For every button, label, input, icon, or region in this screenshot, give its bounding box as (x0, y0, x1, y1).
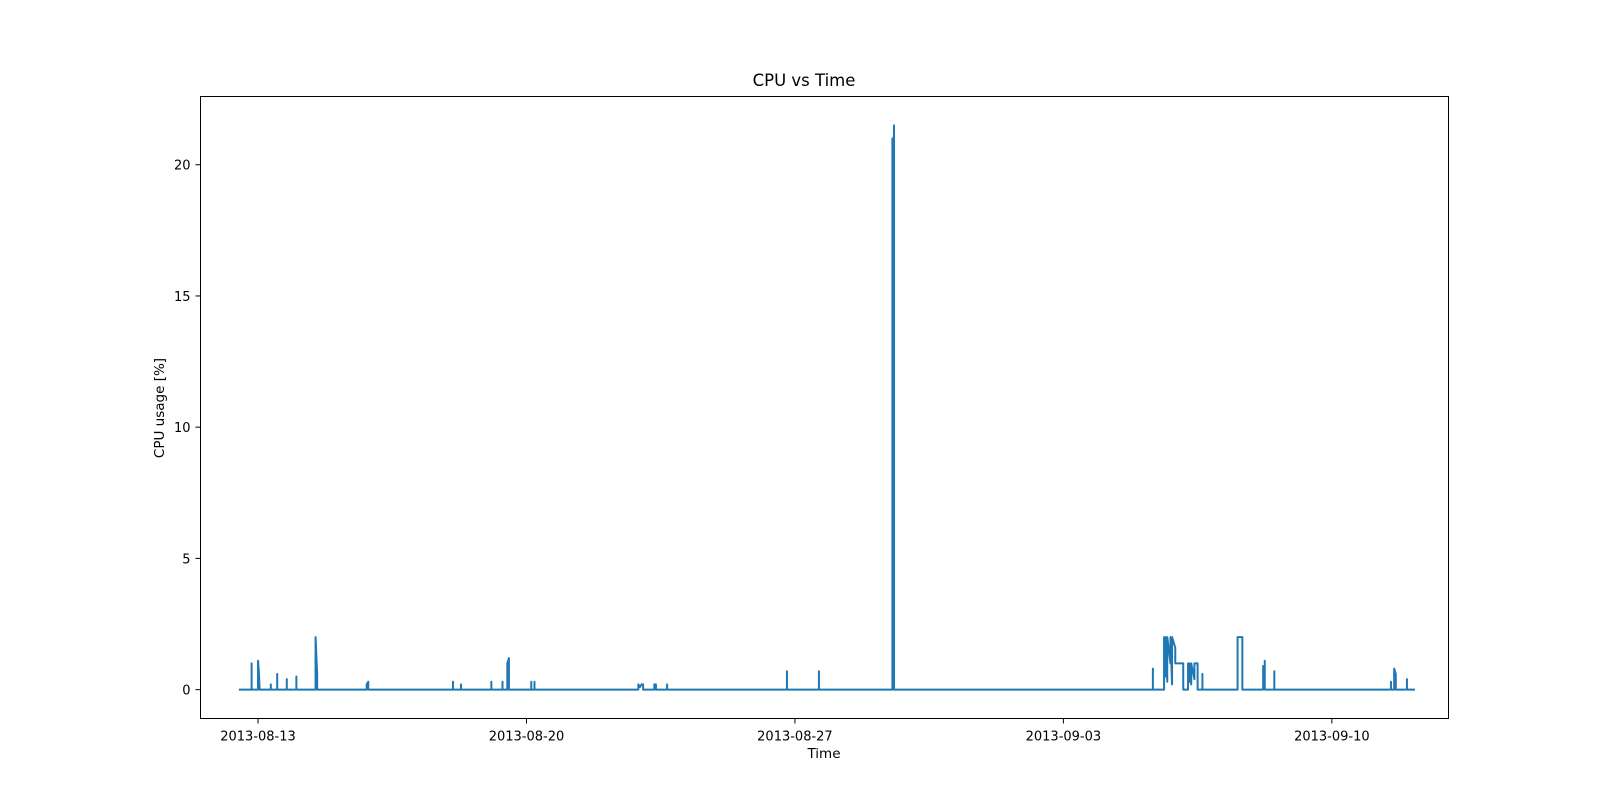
chart-title: CPU vs Time (753, 71, 856, 90)
y-axis-title: CPU usage [%] (152, 358, 168, 458)
y-tick-label: 15 (174, 290, 191, 305)
x-tick-label: 2013-08-13 (220, 730, 296, 745)
y-tick-label: 10 (174, 421, 191, 436)
y-axis: 0 5 10 15 20 (174, 159, 201, 699)
plot-frame (200, 96, 1449, 719)
x-tick-label: 2013-09-03 (1026, 730, 1102, 745)
y-tick-label: 5 (182, 552, 190, 567)
x-axis-title: Time (806, 746, 840, 762)
x-tick-label: 2013-09-10 (1294, 730, 1370, 745)
x-tick-label: 2013-08-20 (489, 730, 565, 745)
x-axis: 2013-08-13 2013-08-20 2013-08-27 2013-09-03… (220, 718, 1370, 745)
y-tick-label: 0 (182, 684, 190, 699)
y-tick-label: 20 (174, 159, 191, 174)
x-tick-label: 2013-08-27 (757, 730, 833, 745)
plot-area (238, 124, 1415, 691)
series-line-0 (238, 124, 1415, 691)
